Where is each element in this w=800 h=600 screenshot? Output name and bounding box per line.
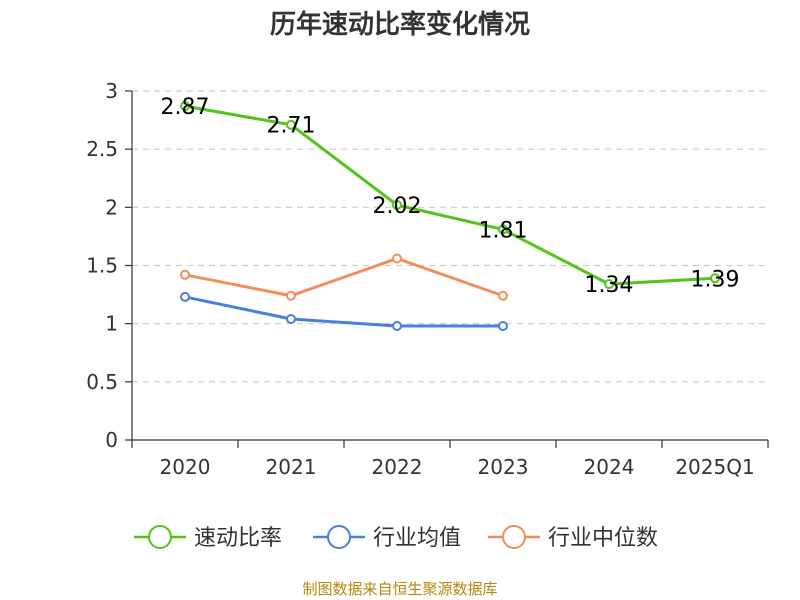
- legend-item-2[interactable]: 行业中位数: [488, 525, 658, 551]
- x-tick-label: 2021: [266, 455, 317, 479]
- legend-marker-icon: [327, 525, 351, 549]
- axes: [125, 90, 769, 448]
- tick-labels: 0 0.5 1 1.5 2 2.5 3 2020 2021 2022 2023 2024 2025Q1: [86, 79, 755, 479]
- data-point: [498, 320, 508, 331]
- data-point: [392, 320, 402, 331]
- legend-item-0[interactable]: 速动比率: [134, 525, 282, 551]
- y-tick-label: 0.5: [86, 370, 118, 394]
- x-tick-label: 2020: [160, 455, 211, 479]
- data-point: [286, 314, 296, 325]
- data-label: 2.87: [161, 95, 210, 120]
- legend-label: 速动比率: [194, 526, 282, 551]
- series-line-1: [184, 295, 503, 328]
- data-point: [604, 279, 614, 290]
- x-tick-label: 2025Q1: [675, 455, 754, 479]
- legend-label: 行业中位数: [548, 526, 658, 551]
- legend-item-1[interactable]: 行业均值: [313, 525, 461, 551]
- series-line-2: [184, 257, 504, 298]
- data-point: [286, 119, 296, 130]
- data-point: [180, 101, 190, 112]
- data-point: [710, 273, 720, 284]
- data-point: [180, 291, 190, 302]
- data-point: [286, 290, 296, 301]
- data-point: [498, 224, 508, 235]
- legend: 速动比率 行业均值 行业中位数: [134, 525, 658, 551]
- x-tick-label: 2023: [478, 455, 529, 479]
- y-tick-label: 1.5: [86, 254, 118, 278]
- legend-label: 行业均值: [373, 526, 461, 551]
- data-label: 2.02: [373, 194, 422, 219]
- y-tick-label: 2.5: [86, 137, 118, 161]
- y-tick-label: 2: [105, 195, 118, 219]
- legend-marker-icon: [502, 525, 526, 549]
- data-label: 2.71: [267, 114, 316, 139]
- chart-title: 历年速动比率变化情况: [269, 10, 530, 40]
- data-label: 1.81: [479, 218, 528, 243]
- data-point: [180, 269, 190, 280]
- x-tick-label: 2022: [372, 455, 423, 479]
- x-tick-label: 2024: [584, 455, 635, 479]
- y-tick-label: 1: [105, 312, 118, 336]
- data-labels: 2.87 2.71 2.02 1.81 1.34 1.39: [161, 95, 740, 298]
- data-label: 1.34: [585, 273, 634, 298]
- data-point: [392, 200, 402, 211]
- data-point: [498, 290, 508, 301]
- grid-lines: [132, 90, 768, 383]
- data-label: 1.39: [691, 267, 740, 292]
- source-footer: 制图数据来自恒生聚源数据库: [302, 580, 498, 598]
- series-line-0: [184, 104, 716, 286]
- y-tick-label: 0: [105, 428, 118, 452]
- legend-marker-icon: [148, 525, 172, 549]
- y-tick-label: 3: [105, 79, 118, 103]
- series-group: [180, 101, 720, 331]
- data-point: [392, 253, 402, 264]
